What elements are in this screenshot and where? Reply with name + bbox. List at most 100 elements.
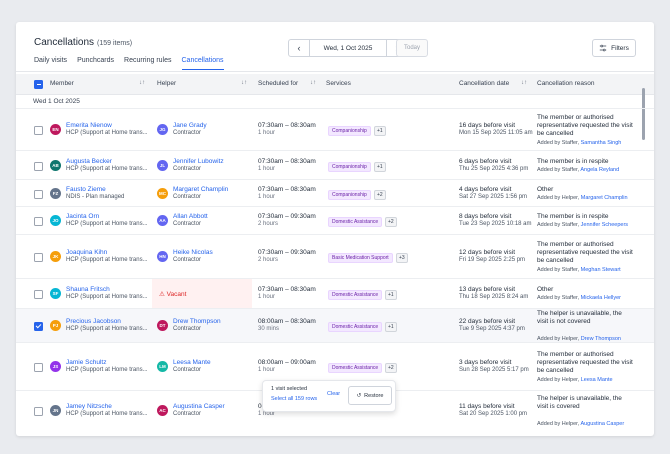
more-services-tag[interactable]: +1	[385, 290, 397, 300]
member-name[interactable]: Joaquina Kihn	[66, 249, 108, 256]
scheduled-time: 08:00am – 08:30am	[258, 318, 316, 325]
cancellation-relative: 8 days before visit	[459, 213, 512, 220]
selection-count: 1 visit selected	[271, 386, 308, 392]
tab-punchcards[interactable]: Punchcards	[77, 57, 115, 64]
table-row[interactable]: PJ Precious Jacobson HCP (Support at Home …	[16, 308, 654, 343]
table-row[interactable]: JO Jacinta Orn HCP (Support at Home trans.…	[16, 206, 654, 235]
added-by-link[interactable]: Jennifer Scheepers	[580, 222, 629, 229]
cancellation-reason: The member is in respite	[537, 158, 609, 165]
restore-button[interactable]: ↺ Restore	[348, 386, 392, 405]
member-plan: HCP (Support at Home trans...	[66, 130, 148, 136]
row-checkbox[interactable]	[34, 363, 43, 372]
helper-name[interactable]: Margaret Champlin	[173, 186, 229, 193]
member-initials: PJ	[52, 323, 59, 328]
date-picker[interactable]: Wed, 1 Oct 2025	[310, 39, 386, 57]
today-button[interactable]: Today	[396, 39, 428, 57]
more-services-tag[interactable]: +1	[374, 126, 386, 136]
helper-name[interactable]: Allan Abbott	[173, 213, 208, 220]
cancellation-timestamp: Thu 25 Sep 2025 4:36 pm	[459, 166, 529, 172]
row-checkbox[interactable]	[34, 290, 43, 299]
table-row[interactable]: FZ Fausto Zieme NDIS - Plan managed MC Marga…	[16, 179, 654, 207]
tab-cancellations[interactable]: Cancellations	[181, 57, 224, 70]
item-count: (159 items)	[97, 40, 133, 47]
more-services-tag[interactable]: +3	[396, 253, 408, 263]
col-cancellation-date[interactable]: Cancellation date	[459, 80, 510, 87]
member-name[interactable]: Emerita Nienow	[66, 122, 112, 129]
member-initials: EN	[52, 127, 59, 132]
sort-icon[interactable]: ↓↑	[310, 80, 316, 86]
row-checkbox[interactable]	[34, 407, 43, 416]
added-by-prefix: Added by Staffer,	[537, 139, 580, 146]
member-name[interactable]: Shauna Fritsch	[66, 286, 110, 293]
cancellation-reason: Other	[537, 186, 554, 193]
more-services-tag[interactable]: +1	[385, 322, 397, 332]
more-services-tag[interactable]: +2	[385, 363, 397, 373]
helper-type: Contractor	[173, 194, 202, 200]
added-by-link[interactable]: Meghan Stewart	[580, 266, 621, 273]
filters-button[interactable]: Filters	[592, 39, 636, 57]
row-checkbox[interactable]	[34, 162, 43, 171]
view-tabs: Daily visits Punchcards Recurring rules …	[34, 57, 224, 70]
helper-name[interactable]: Leesa Mante	[173, 359, 211, 366]
tab-recurring-rules[interactable]: Recurring rules	[124, 57, 172, 64]
table-row[interactable]: EN Emerita Nienow HCP (Support at Home tra…	[16, 108, 654, 151]
more-services-tag[interactable]: +1	[374, 162, 386, 172]
select-all-link[interactable]: Select all 159 rows	[271, 396, 318, 402]
member-name[interactable]: Fausto Zieme	[66, 186, 106, 193]
helper-name[interactable]: Heike Nicolas	[173, 249, 213, 256]
row-checkbox[interactable]	[34, 126, 43, 135]
sort-icon[interactable]: ↓↑	[139, 80, 145, 86]
table-row[interactable]: AB Augusta Becker HCP (Support at Home tra…	[16, 150, 654, 180]
helper-name[interactable]: Jennifer Lubowitz	[173, 158, 224, 165]
added-by-link[interactable]: Leesa Mante	[580, 376, 613, 383]
added-by-link[interactable]: Drew Thompson	[580, 335, 621, 342]
col-member[interactable]: Member	[50, 80, 74, 87]
added-by-link[interactable]: Angela Reyland	[580, 167, 620, 174]
row-checkbox[interactable]	[34, 190, 43, 199]
added-by-link[interactable]: Margaret Champlin	[580, 195, 628, 202]
sort-icon[interactable]: ↓↑	[521, 80, 527, 86]
col-scheduled[interactable]: Scheduled for	[258, 80, 299, 87]
row-checkbox[interactable]	[34, 253, 43, 262]
scrollbar-thumb[interactable]	[642, 88, 645, 140]
prev-day-button[interactable]: ‹	[288, 39, 310, 57]
col-helper[interactable]: Helper	[157, 80, 177, 87]
added-by-link[interactable]: Samantha Singh	[580, 139, 622, 146]
added-by-prefix: Added by Helper,	[537, 376, 580, 383]
helper-type: Contractor	[173, 411, 202, 417]
helper-avatar: JG	[157, 124, 168, 135]
scheduled-time: 07:30am – 08:30am	[258, 186, 316, 193]
date-navigator: ‹ Wed, 1 Oct 2025 ›	[288, 39, 408, 57]
added-by-link[interactable]: Mickaela Hellyer	[580, 295, 621, 302]
table-row[interactable]: JK Joaquina Kihn HCP (Support at Home tran…	[16, 234, 654, 279]
sort-icon[interactable]: ↓↑	[241, 80, 247, 86]
member-name[interactable]: Jamie Schultz	[66, 359, 107, 366]
helper-avatar: MC	[157, 188, 168, 199]
select-all-checkbox[interactable]	[34, 80, 43, 89]
more-services-tag[interactable]: +2	[374, 190, 386, 200]
member-name[interactable]: Jacinta Orn	[66, 213, 100, 220]
cancellation-relative: 22 days before visit	[459, 318, 516, 325]
member-name[interactable]: Jamey Nitzsche	[66, 403, 112, 410]
more-services-tag[interactable]: +2	[385, 217, 397, 227]
added-by-link[interactable]: Augustina Casper	[580, 420, 625, 427]
table-row[interactable]: SF Shauna Fritsch HCP (Support at Home tra…	[16, 278, 654, 309]
helper-name[interactable]: Drew Thompson	[173, 318, 221, 325]
tab-daily-visits[interactable]: Daily visits	[34, 57, 68, 64]
member-name[interactable]: Precious Jacobson	[66, 318, 121, 325]
member-avatar: JO	[50, 215, 61, 226]
row-checkbox[interactable]	[34, 217, 43, 226]
member-avatar: AB	[50, 160, 61, 171]
table-row[interactable]: JS Jamie Schultz HCP (Support at Home tran…	[16, 342, 654, 391]
cancellation-timestamp: Thu 18 Sep 2025 8:24 am	[459, 294, 529, 300]
row-checkbox[interactable]	[34, 322, 43, 331]
page-title: Cancellations (159 items)	[34, 37, 132, 48]
member-name[interactable]: Augusta Becker	[66, 158, 112, 165]
member-plan: HCP (Support at Home trans...	[66, 221, 148, 227]
helper-name[interactable]: Jane Grady	[173, 122, 207, 129]
service-tag: Companionship	[328, 162, 371, 172]
cancellations-panel: Cancellations (159 items) Daily visits Pu…	[16, 22, 654, 436]
clear-selection-link[interactable]: Clear	[327, 391, 341, 397]
helper-type: Contractor	[173, 221, 202, 227]
helper-name[interactable]: Augustina Casper	[173, 403, 225, 410]
